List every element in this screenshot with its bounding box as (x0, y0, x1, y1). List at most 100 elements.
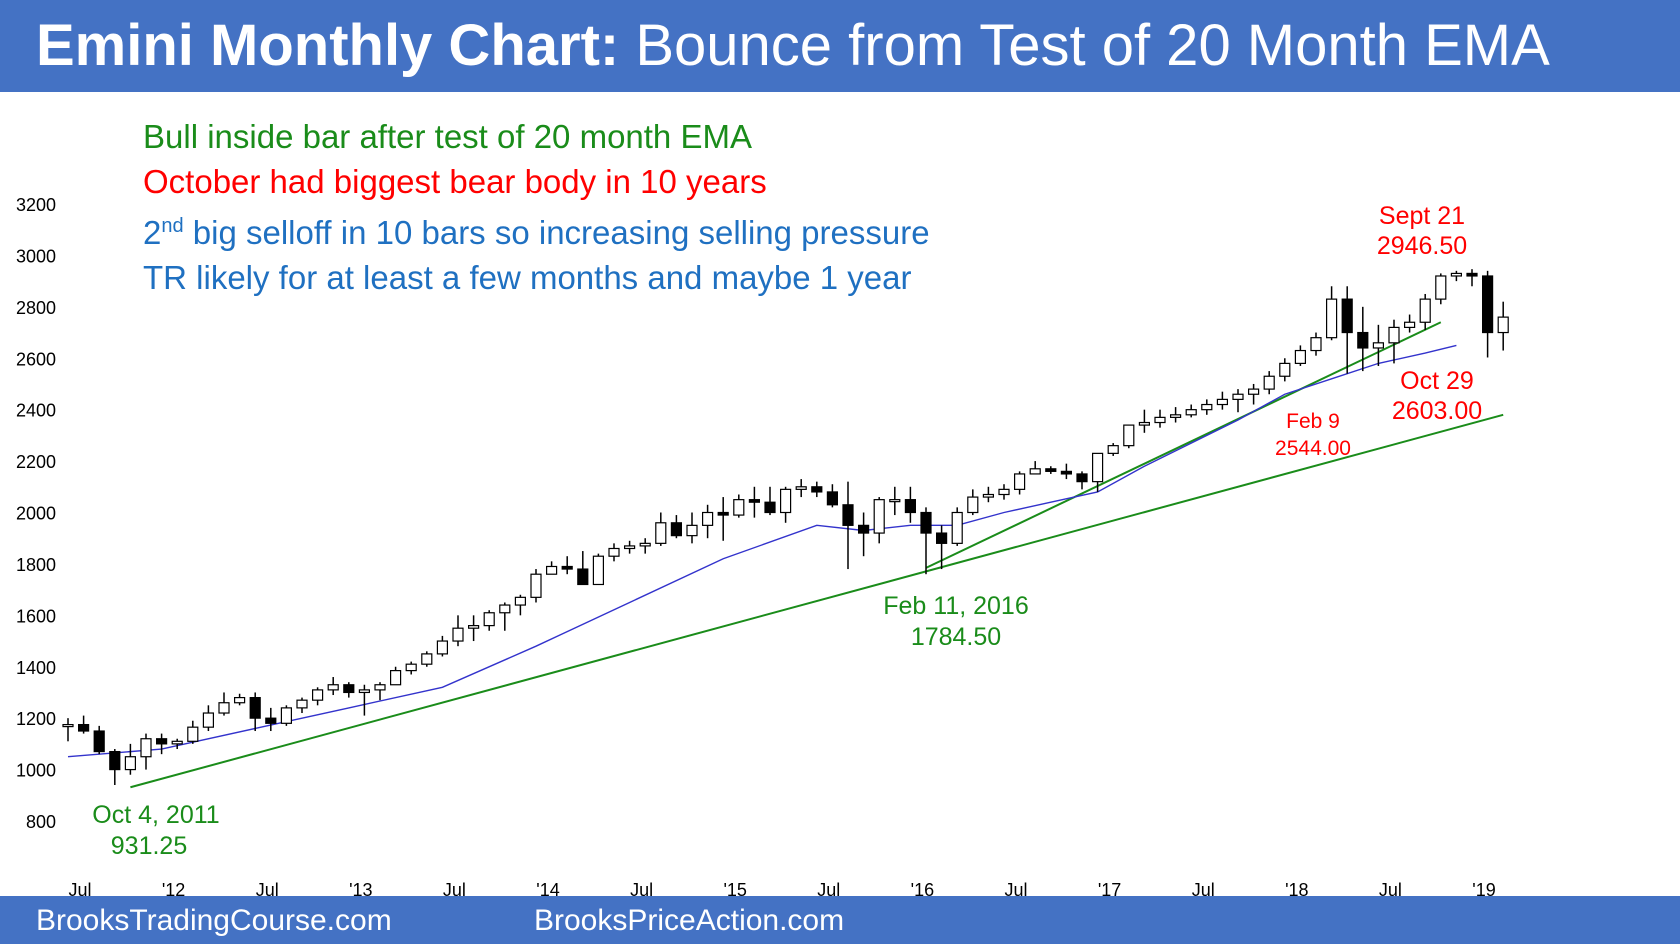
candle (202, 705, 214, 732)
bull-candle-body (982, 493, 995, 498)
candle (77, 715, 90, 734)
price-annotations: Sept 21 2946.50 Oct 29 2603.00 Feb 9 254… (92, 202, 1482, 860)
bull-candle-body (1232, 393, 1244, 400)
candle (1201, 399, 1213, 415)
y-tick-label: 2000 (16, 504, 56, 524)
bear-candle-body (1341, 298, 1353, 334)
bull-candle-body (483, 612, 495, 627)
candle (686, 512, 698, 544)
candle (670, 515, 683, 539)
bear-candle-body (1357, 331, 1369, 349)
y-tick-label: 1800 (16, 555, 56, 575)
candle (1341, 286, 1353, 374)
bull-candle-body (1201, 403, 1213, 411)
candle (1466, 269, 1478, 287)
x-tick-label: '16 (911, 880, 934, 900)
annotation-oct29-value: 2603.00 (1392, 397, 1482, 425)
candle (530, 569, 542, 603)
candle (1091, 452, 1104, 492)
candle (436, 635, 448, 657)
chart-title-rest: Bounce from Test of 20 Month EMA (619, 13, 1550, 78)
candle (1372, 324, 1385, 366)
bull-candle-body (1029, 468, 1041, 475)
candle (701, 504, 714, 539)
bull-candle-body (545, 565, 558, 575)
candle (935, 525, 948, 570)
candle (249, 692, 261, 732)
y-tick-label: 800 (26, 812, 56, 832)
bull-candle-body (889, 499, 901, 503)
candle (1310, 332, 1322, 356)
candle (764, 486, 776, 516)
annotation-sept21-value: 2946.50 (1377, 232, 1467, 260)
candle (514, 594, 527, 616)
bull-candle-body (124, 756, 137, 771)
x-tick-label: Jul (443, 880, 466, 900)
candle (1123, 424, 1135, 449)
commentary-notes: Bull inside bar after test of 20 month E… (143, 114, 930, 300)
trendline-1 (130, 413, 1504, 789)
x-tick-label: Jul (1379, 880, 1402, 900)
candle (623, 540, 636, 554)
candle (717, 497, 729, 541)
bear-candle-body (748, 499, 761, 503)
note-line-4: TR likely for at least a few months and … (143, 259, 912, 296)
y-tick-label: 3000 (16, 246, 56, 266)
candle (171, 738, 183, 750)
candle (951, 507, 963, 546)
y-tick-label: 3200 (16, 195, 56, 215)
candle (998, 484, 1010, 500)
y-tick-label: 2200 (16, 452, 56, 472)
candle (1450, 270, 1463, 282)
annotation-feb9-label: Feb 9 (1286, 410, 1340, 433)
annotation-oct4-value: 931.25 (111, 832, 187, 860)
bull-candle-body (1107, 445, 1119, 454)
bull-candle-body (592, 555, 605, 586)
chart-title: Emini Monthly Chart: Bounce from Test of… (36, 10, 1550, 82)
candle (234, 693, 246, 706)
annotation-feb11-value: 1784.50 (911, 623, 1001, 651)
y-tick-label: 2400 (16, 401, 56, 421)
bear-candle-body (904, 499, 917, 514)
x-axis: Jul '12 Jul '13 Jul '14 Jul '15 Jul '16 Jul '17 Jul '… (68, 880, 1495, 900)
bear-candle-body (920, 511, 932, 534)
bull-candle-body (1154, 416, 1166, 424)
bear-candle-body (77, 723, 90, 732)
bear-candle-body (577, 568, 589, 586)
ema-line (67, 344, 1457, 758)
candle (358, 684, 370, 716)
x-tick-label: Jul (630, 880, 653, 900)
bear-candle-body (1045, 468, 1057, 472)
note-line-3-text: big selloff in 10 bars so increasing sel… (183, 214, 930, 251)
candle (327, 677, 339, 696)
footer-site-left[interactable]: BrooksTradingCourse.com (36, 904, 392, 937)
bear-candle-body (717, 511, 729, 516)
y-tick-label: 2600 (16, 349, 56, 369)
bull-candle-body (296, 699, 308, 709)
bull-candle-body (1450, 272, 1463, 277)
bull-candle-body (218, 702, 230, 714)
bear-candle-body (265, 717, 277, 724)
candle (982, 486, 995, 503)
title-banner: Emini Monthly Chart: Bounce from Test of… (0, 0, 1680, 92)
candle (1045, 466, 1057, 474)
candle (499, 602, 511, 631)
candle (826, 484, 839, 508)
candle (889, 486, 901, 516)
candle (842, 481, 854, 570)
bear-candle-body (935, 532, 948, 544)
bull-candle-body (374, 684, 386, 691)
bear-candle-body (1466, 272, 1478, 277)
bull-candle-body (234, 696, 246, 704)
bull-candle-body (1435, 275, 1447, 300)
x-tick-label: '13 (349, 880, 372, 900)
trendline-2 (925, 321, 1442, 569)
candle (1388, 319, 1400, 364)
bull-candle-body (202, 712, 214, 728)
candle (1232, 389, 1244, 413)
bull-candle-body (187, 726, 199, 742)
y-axis: 800 1000 1200 1400 1600 1800 2000 2200 2400 2600 2… (16, 195, 56, 832)
annotation-feb9-value: 2544.00 (1275, 437, 1351, 460)
footer-site-right[interactable]: BrooksPriceAction.com (534, 904, 845, 937)
